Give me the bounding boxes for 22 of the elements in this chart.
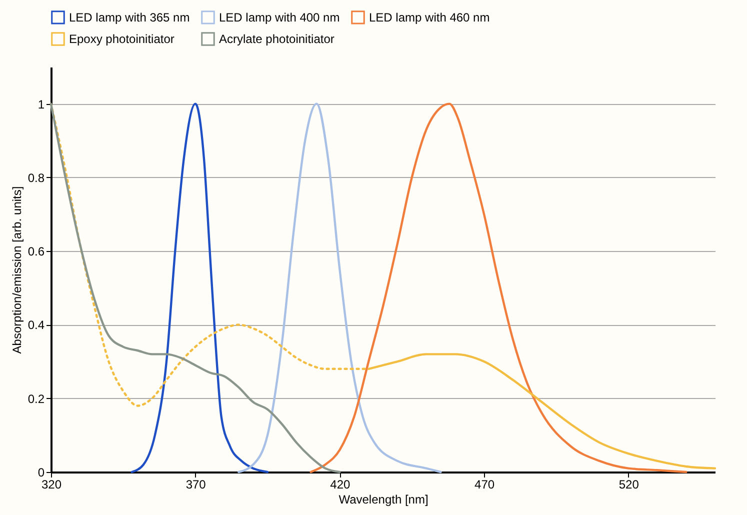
- line-series: [310, 102, 688, 474]
- x-axis-title: Wavelength [nm]: [338, 492, 428, 506]
- y-tick-label: 0.4: [28, 318, 45, 332]
- line-series: [50, 102, 341, 474]
- x-tick-label: 420: [330, 478, 351, 492]
- legend-label: Epoxy photoinitiator: [69, 32, 174, 46]
- x-tick-label: 320: [41, 478, 62, 492]
- x-tick-label: 370: [186, 478, 206, 492]
- y-tick-label: 0.6: [28, 244, 45, 259]
- y-tick-label: 0.8: [28, 170, 45, 185]
- y-tick-label: 0.2: [28, 392, 45, 406]
- line-series: [238, 102, 442, 474]
- x-tick-label: 520: [618, 478, 640, 492]
- y-tick-label: 0: [38, 466, 45, 480]
- legend-label: LED lamp with 365 nm: [69, 10, 190, 24]
- y-axis-title: Absorption/emission [arb. units]: [10, 186, 24, 354]
- legend-label: Acrylate photoinitiator: [219, 32, 334, 46]
- line-series: [130, 102, 269, 474]
- y-tick-label: 1: [38, 97, 45, 112]
- x-tick-label: 470: [474, 478, 495, 492]
- legend-label: LED lamp with 460 nm: [369, 10, 490, 24]
- legend-label: LED lamp with 400 nm: [219, 10, 340, 24]
